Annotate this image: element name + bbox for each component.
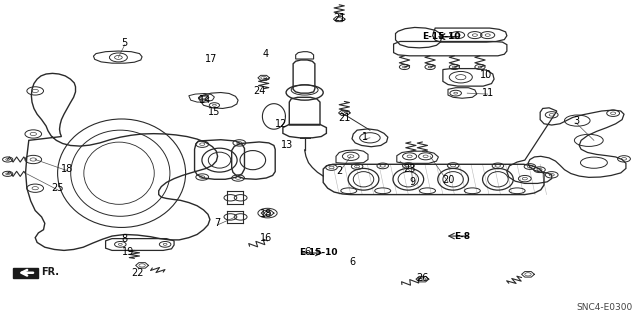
Text: 2: 2	[336, 166, 342, 176]
Text: 22: 22	[131, 268, 144, 278]
Text: 10: 10	[480, 70, 493, 80]
Polygon shape	[13, 268, 38, 278]
Text: 11: 11	[481, 87, 494, 98]
Text: 18: 18	[61, 164, 74, 174]
Text: FR.: FR.	[42, 267, 60, 278]
Text: 13: 13	[280, 140, 293, 150]
Text: 6: 6	[349, 256, 355, 267]
Text: 8: 8	[122, 234, 128, 244]
Text: 16: 16	[259, 233, 272, 243]
Text: 21: 21	[333, 12, 346, 23]
Text: 5: 5	[122, 38, 128, 48]
Text: E-15-10: E-15-10	[422, 32, 461, 41]
Text: 3: 3	[573, 116, 579, 126]
Text: 1: 1	[362, 132, 368, 142]
Text: 4: 4	[262, 49, 269, 59]
Text: 23: 23	[403, 164, 416, 174]
Text: 25: 25	[51, 183, 64, 193]
Text: 14: 14	[198, 95, 211, 106]
Text: SNC4-E0300: SNC4-E0300	[576, 303, 632, 312]
Text: 6: 6	[304, 247, 310, 257]
Text: 19: 19	[122, 247, 134, 257]
Text: 17: 17	[205, 54, 218, 64]
Text: 24: 24	[253, 86, 266, 96]
Text: E-15-10: E-15-10	[300, 249, 338, 257]
Text: 9: 9	[410, 177, 416, 187]
Text: 12: 12	[275, 119, 288, 130]
Text: 15: 15	[208, 107, 221, 117]
Text: 21: 21	[338, 113, 351, 123]
Text: 26: 26	[416, 272, 429, 283]
Text: E-8: E-8	[454, 232, 470, 241]
Text: 20: 20	[442, 175, 454, 185]
Text: 7: 7	[214, 218, 221, 228]
Text: 18: 18	[259, 209, 272, 219]
